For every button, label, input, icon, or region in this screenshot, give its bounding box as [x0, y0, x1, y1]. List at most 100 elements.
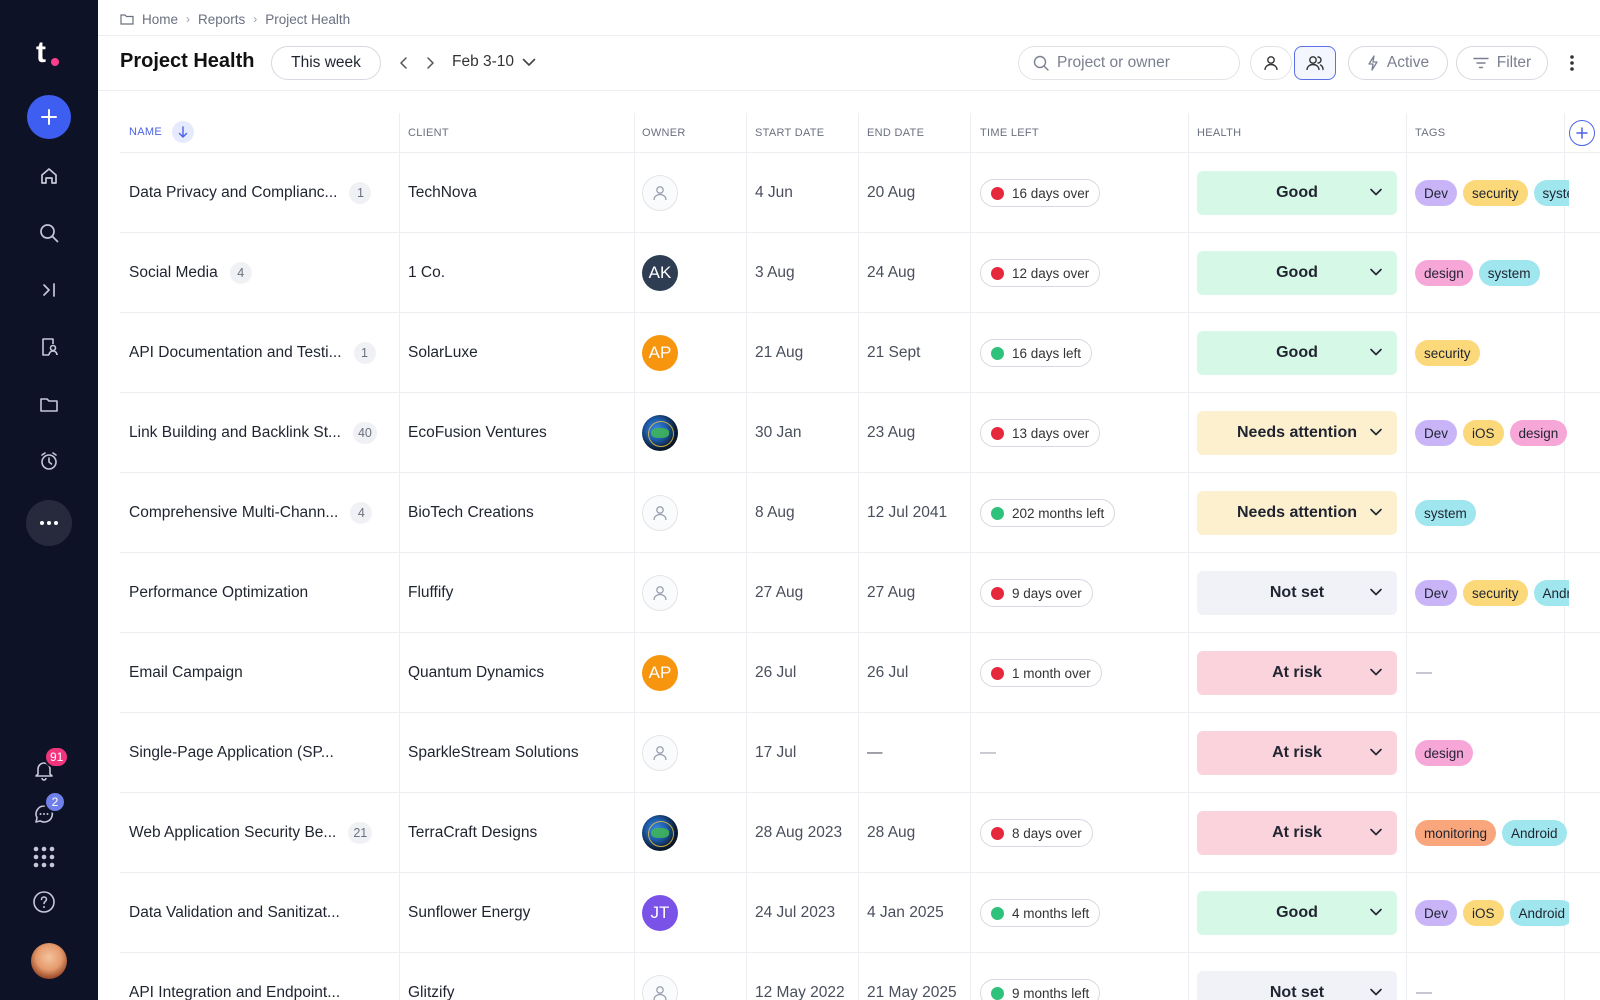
health-dropdown[interactable]: Needs attention [1197, 411, 1397, 455]
project-name[interactable]: Data Privacy and Complianc... [129, 184, 338, 201]
owner-avatar[interactable]: JT [642, 895, 678, 931]
unassigned-owner-icon[interactable] [642, 495, 678, 531]
project-name[interactable]: API Integration and Endpoint... [129, 984, 341, 1000]
column-tags-header[interactable]: TAGS [1415, 127, 1446, 139]
owner-avatar[interactable]: AK [642, 255, 678, 291]
owner-cell[interactable]: AK [642, 233, 678, 313]
column-end-header[interactable]: END DATE [867, 127, 925, 139]
search-input[interactable] [1057, 54, 1217, 72]
my-projects-toggle[interactable] [1250, 46, 1292, 80]
owner-cell[interactable]: AP [642, 633, 678, 713]
unassigned-owner-icon[interactable] [642, 735, 678, 771]
tag-chip[interactable]: Dev [1415, 900, 1458, 926]
date-range-picker[interactable]: Feb 3-10 [452, 53, 536, 71]
tag-chip[interactable]: system [1478, 260, 1540, 286]
tags-cell[interactable]: security [1415, 313, 1569, 393]
owner-cell[interactable] [642, 473, 678, 553]
health-dropdown[interactable]: Not set [1197, 571, 1397, 615]
tag-chip[interactable]: security [1463, 580, 1528, 606]
table-row[interactable]: API Documentation and Testi... 1 SolarLuxe… [120, 312, 1600, 392]
search-nav-button[interactable] [34, 218, 64, 248]
tags-cell[interactable] [1415, 633, 1569, 713]
tag-chip[interactable]: design [1415, 260, 1473, 286]
tag-chip[interactable]: design [1509, 420, 1568, 446]
column-start-header[interactable]: START DATE [755, 127, 825, 139]
sort-descending-button[interactable] [171, 121, 194, 143]
tags-cell[interactable]: design system [1415, 233, 1569, 313]
projects-nav-button[interactable] [34, 389, 64, 419]
tag-chip[interactable]: Android [1502, 820, 1567, 846]
table-row[interactable]: API Integration and Endpoint... Glitzify 1… [120, 952, 1600, 1000]
owner-avatar[interactable]: AP [642, 655, 678, 691]
health-dropdown[interactable]: Good [1197, 331, 1397, 375]
next-period-button[interactable] [421, 54, 439, 72]
tag-chip[interactable]: security [1415, 340, 1480, 366]
health-dropdown[interactable]: Not set [1197, 971, 1397, 1000]
apps-grid-button[interactable] [29, 842, 59, 872]
unassigned-owner-icon[interactable] [642, 575, 678, 611]
project-name-cell[interactable]: Single-Page Application (SP... [129, 713, 334, 793]
previous-period-button[interactable] [395, 54, 413, 72]
breadcrumb-reports[interactable]: Reports [198, 11, 246, 27]
project-name-cell[interactable]: Data Validation and Sanitizat... [129, 873, 340, 953]
column-name-header[interactable]: NAME [129, 121, 194, 143]
owner-cell[interactable]: JT [642, 873, 678, 953]
tags-cell[interactable]: Dev iOS design [1415, 393, 1569, 473]
column-client-header[interactable]: CLIENT [408, 127, 449, 139]
project-name[interactable]: Email Campaign [129, 664, 243, 681]
tag-chip[interactable]: Dev [1415, 580, 1458, 606]
more-apps-button[interactable] [26, 500, 72, 546]
period-selector[interactable]: This week [271, 46, 381, 80]
project-name[interactable]: Comprehensive Multi-Chann... [129, 504, 339, 521]
project-name-cell[interactable]: Performance Optimization [129, 553, 308, 633]
column-health-header[interactable]: HEALTH [1197, 127, 1242, 139]
tags-cell[interactable]: design [1415, 713, 1569, 793]
project-name-cell[interactable]: Data Privacy and Complianc... 1 [129, 153, 372, 233]
health-dropdown[interactable]: Good [1197, 171, 1397, 215]
tags-cell[interactable]: monitoring Android [1415, 793, 1569, 873]
project-name[interactable]: Single-Page Application (SP... [129, 744, 334, 761]
health-dropdown[interactable]: At risk [1197, 731, 1397, 775]
owner-avatar[interactable]: AP [642, 335, 678, 371]
owner-cell[interactable] [642, 713, 678, 793]
tag-chip[interactable]: system [1533, 180, 1569, 206]
health-dropdown[interactable]: Good [1197, 251, 1397, 295]
home-button[interactable] [34, 161, 64, 191]
project-name-cell[interactable]: Social Media 4 [129, 233, 252, 313]
active-filter-button[interactable]: Active [1348, 46, 1448, 80]
project-name-cell[interactable]: API Documentation and Testi... 1 [129, 313, 376, 393]
owner-avatar[interactable] [642, 815, 678, 851]
project-name[interactable]: Link Building and Backlink St... [129, 424, 341, 441]
tag-chip[interactable]: system [1415, 500, 1476, 526]
tags-cell[interactable] [1415, 953, 1569, 1000]
project-name-cell[interactable]: API Integration and Endpoint... [129, 953, 340, 1000]
table-row[interactable]: Performance Optimization Fluffify 27 Aug 27… [120, 552, 1600, 632]
health-dropdown[interactable]: At risk [1197, 651, 1397, 695]
tags-cell[interactable]: Devsecuritysystem [1415, 153, 1569, 233]
project-name[interactable]: Data Validation and Sanitizat... [129, 904, 340, 921]
app-logo[interactable]: t [36, 38, 66, 70]
timer-nav-button[interactable] [34, 446, 64, 476]
tag-chip[interactable]: Android [1533, 580, 1569, 606]
tags-cell[interactable]: system [1415, 473, 1569, 553]
table-row[interactable]: Data Validation and Sanitizat... Sunflowe… [120, 872, 1600, 952]
project-name[interactable]: API Documentation and Testi... [129, 344, 342, 361]
health-dropdown[interactable]: At risk [1197, 811, 1397, 855]
tag-chip[interactable]: iOS [1463, 900, 1504, 926]
tags-cell[interactable]: DevsecurityAndroid [1415, 553, 1569, 633]
table-row[interactable]: Data Privacy and Complianc... 1 TechNova 4 … [120, 152, 1600, 232]
owner-cell[interactable] [642, 793, 678, 873]
reports-nav-button[interactable] [34, 332, 64, 362]
owner-cell[interactable] [642, 153, 678, 233]
project-name-cell[interactable]: Web Application Security Be... 21 [129, 793, 373, 873]
tag-chip[interactable]: iOS [1463, 420, 1504, 446]
table-row[interactable]: Social Media 4 1 Co. AK 3 Aug 24 Aug 12 days o… [120, 232, 1600, 312]
table-row[interactable]: Web Application Security Be... 21 TerraCra… [120, 792, 1600, 872]
owner-cell[interactable] [642, 393, 678, 473]
owner-avatar[interactable] [642, 415, 678, 451]
tag-chip[interactable]: Dev [1415, 420, 1458, 446]
owner-cell[interactable] [642, 553, 678, 633]
tag-chip[interactable]: Android [1509, 900, 1569, 926]
project-name[interactable]: Web Application Security Be... [129, 824, 337, 841]
user-avatar[interactable] [31, 943, 67, 979]
